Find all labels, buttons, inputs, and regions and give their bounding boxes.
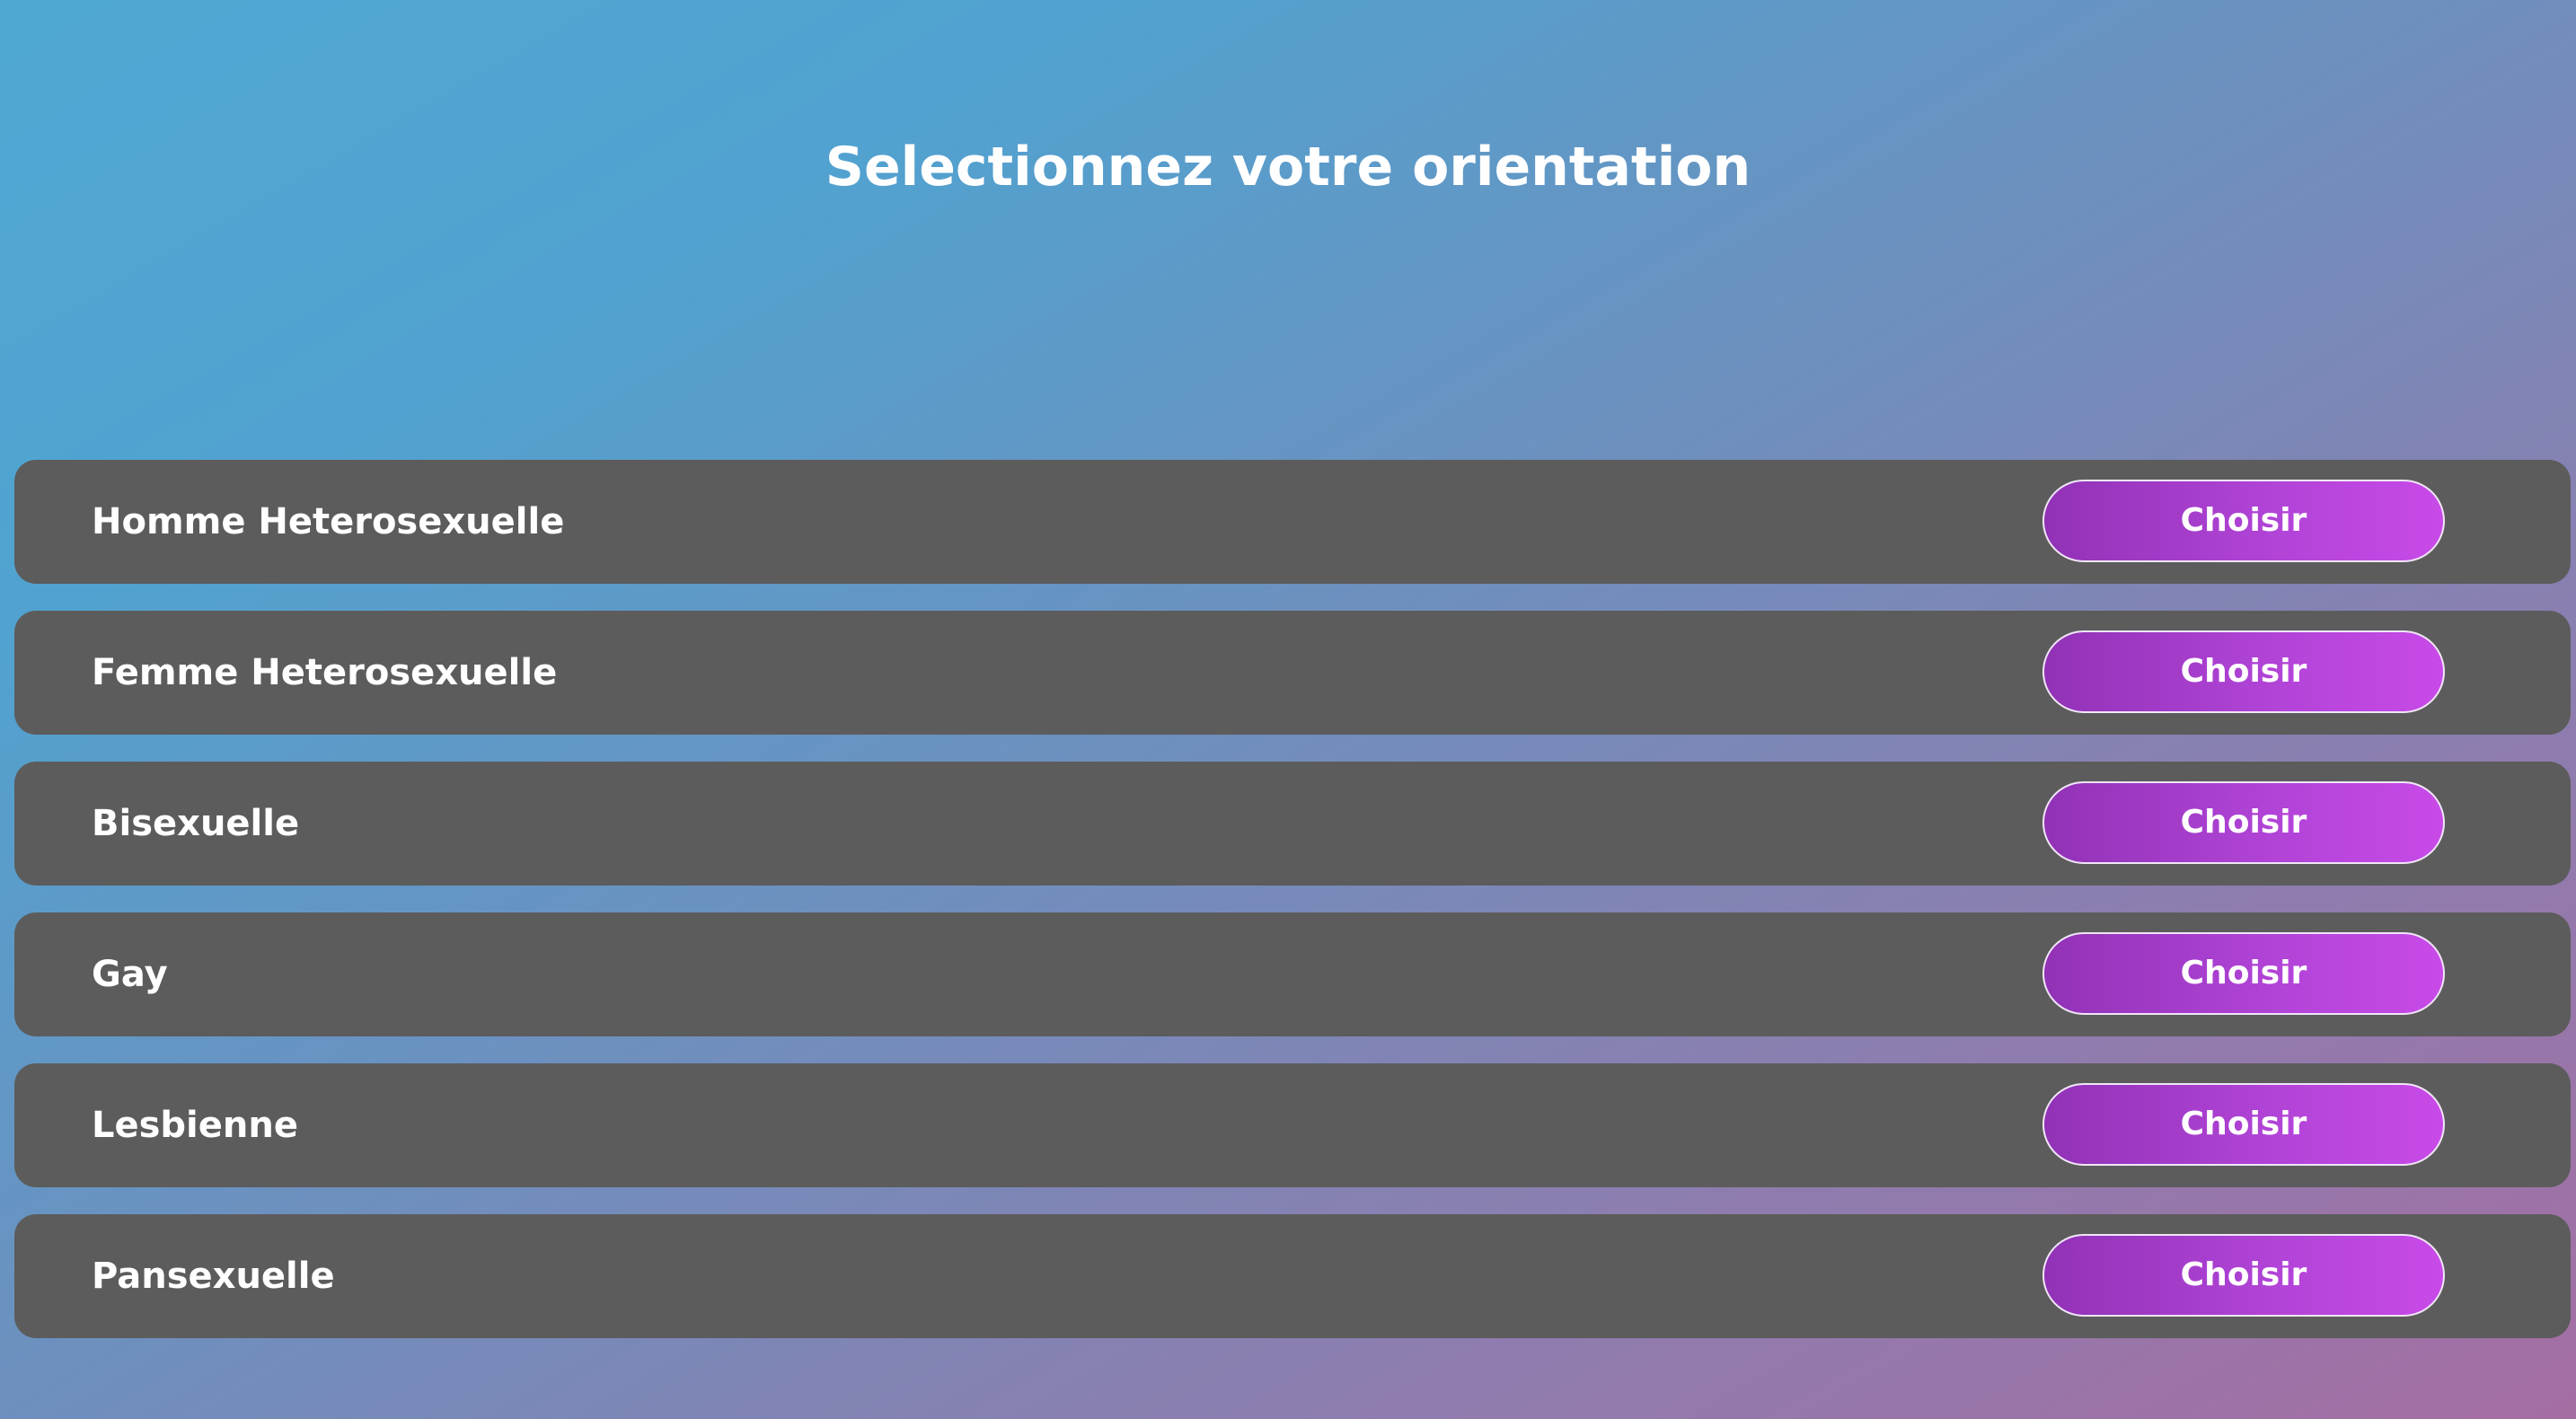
choose-button-bisexuelle[interactable]: Choisir: [2042, 781, 2445, 864]
option-label: Bisexuelle: [92, 803, 300, 844]
option-label: Gay: [92, 954, 168, 995]
option-row-femme-heterosexuelle: Femme Heterosexuelle Choisir: [14, 611, 2571, 735]
option-label: Homme Heterosexuelle: [92, 501, 565, 542]
option-row-gay: Gay Choisir: [14, 912, 2571, 1036]
option-row-bisexuelle: Bisexuelle Choisir: [14, 762, 2571, 886]
choose-button-pansexuelle[interactable]: Choisir: [2042, 1234, 2445, 1317]
choose-button-gay[interactable]: Choisir: [2042, 932, 2445, 1015]
option-label: Pansexuelle: [92, 1256, 335, 1297]
option-row-pansexuelle: Pansexuelle Choisir: [14, 1214, 2571, 1338]
option-label: Femme Heterosexuelle: [92, 652, 558, 693]
option-label: Lesbienne: [92, 1105, 298, 1146]
option-row-homme-heterosexuelle: Homme Heterosexuelle Choisir: [14, 460, 2571, 584]
choose-button-homme-heterosexuelle[interactable]: Choisir: [2042, 480, 2445, 562]
choose-button-femme-heterosexuelle[interactable]: Choisir: [2042, 630, 2445, 713]
option-row-lesbienne: Lesbienne Choisir: [14, 1063, 2571, 1187]
choose-button-lesbienne[interactable]: Choisir: [2042, 1083, 2445, 1166]
page-title: Selectionnez votre orientation: [825, 136, 1751, 198]
orientation-options-list: Homme Heterosexuelle Choisir Femme Heter…: [14, 460, 2571, 1365]
